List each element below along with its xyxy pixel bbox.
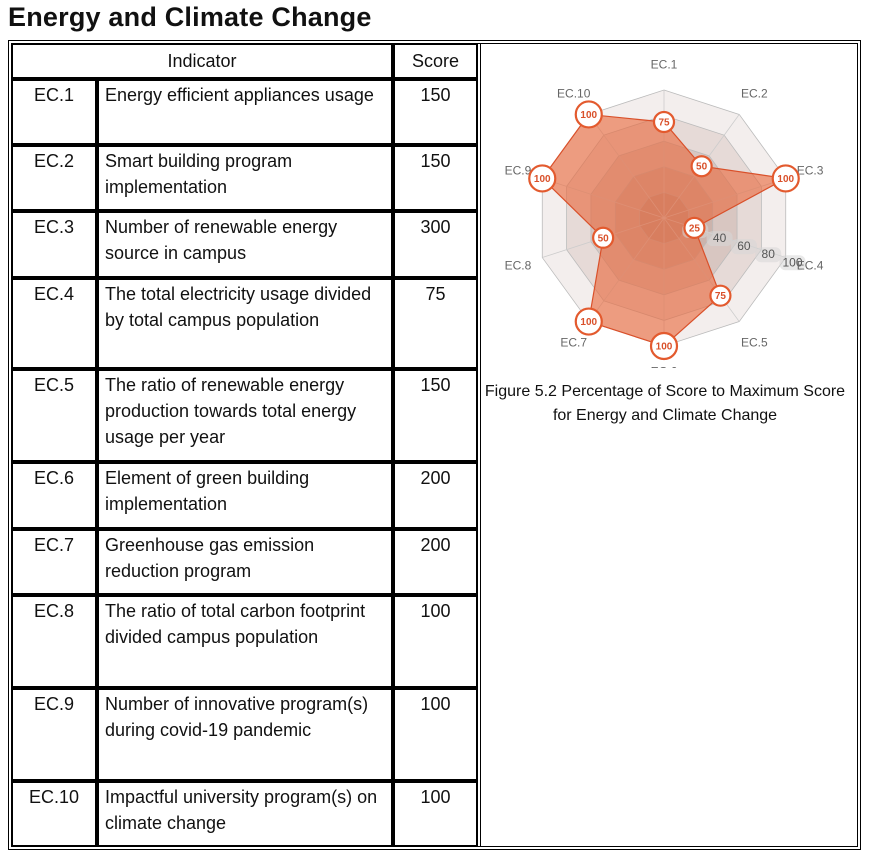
indicator-score-cell: 100 <box>393 595 478 688</box>
radar-data-label: 100 <box>580 110 597 121</box>
indicator-name-cell: Greenhouse gas emission reduction progra… <box>97 529 393 595</box>
radar-data-label: 100 <box>534 174 551 185</box>
table-header-row: Indicator Score <box>11 43 478 79</box>
indicator-score-cell: 300 <box>393 211 478 278</box>
radar-axis-label: EC.9 <box>505 164 532 178</box>
table-row: EC.7 Greenhouse gas emission reduction pr… <box>11 529 478 595</box>
indicator-code-cell: EC.9 <box>11 688 97 781</box>
table-row: EC.1 Energy efficient appliances usage 150 <box>11 79 478 145</box>
radar-data-point <box>574 100 603 129</box>
indicator-score-cell: 100 <box>393 688 478 781</box>
radar-axis-label: EC.8 <box>505 258 532 272</box>
table-row: EC.2 Smart building program implementatio… <box>11 145 478 211</box>
table-row: EC.10 Impactful university program(s) on … <box>11 781 478 847</box>
indicator-name-cell: Impactful university program(s) on clima… <box>97 781 393 847</box>
tick-label-bg <box>706 231 733 247</box>
indicator-name-cell: Element of green building implementation <box>97 462 393 529</box>
radar-axis-label: EC.1 <box>651 57 678 71</box>
radar-data-point <box>592 226 615 249</box>
indicator-name-cell: Number of innovative program(s) during c… <box>97 688 393 781</box>
radar-data-label: 75 <box>715 291 727 302</box>
radar-data-point <box>528 164 557 193</box>
indicator-score-cell: 200 <box>393 529 478 595</box>
radar-chart: 20406080100EC.1EC.2EC.3EC.4EC.5EC.6EC.7E… <box>505 57 824 368</box>
radar-axis-label: EC.4 <box>797 258 824 272</box>
table-row: EC.6 Element of green building implementa… <box>11 462 478 529</box>
content-frame: Indicator Score EC.1 Energy efficient app… <box>8 40 861 850</box>
indicator-name-cell: The ratio of total carbon footprint divi… <box>97 595 393 688</box>
indicator-code-cell: EC.5 <box>11 369 97 462</box>
indicator-code-cell: EC.2 <box>11 145 97 211</box>
radar-axis-label: EC.10 <box>557 87 591 101</box>
tick-label-bg <box>755 247 782 263</box>
radar-data-label: 100 <box>656 342 673 353</box>
page-title: Energy and Climate Change <box>8 2 372 32</box>
radar-data-label: 50 <box>696 162 708 173</box>
radar-tick-label: 80 <box>762 247 776 261</box>
table-row: EC.5 The ratio of renewable energy produc… <box>11 369 478 462</box>
figure-caption: Figure 5.2 Percentage of Score to Maximu… <box>484 383 846 424</box>
indicator-code-cell: EC.3 <box>11 211 97 278</box>
radar-data-label: 100 <box>777 174 794 185</box>
radar-data-label: 75 <box>658 118 670 129</box>
indicator-name-cell: The ratio of renewable energy production… <box>97 369 393 462</box>
tick-label-bg <box>779 255 806 271</box>
indicator-code-cell: EC.8 <box>11 595 97 688</box>
radar-data-label: 25 <box>689 223 701 234</box>
radar-axis-label: EC.5 <box>741 335 768 349</box>
radar-axis-label: EC.6 <box>651 365 678 368</box>
radar-data-point <box>709 284 732 307</box>
radar-data-point <box>574 307 603 336</box>
radar-axis-label: EC.7 <box>560 335 587 349</box>
indicator-name-cell: Smart building program implementation <box>97 145 393 211</box>
indicator-name-cell: Energy efficient appliances usage <box>97 79 393 145</box>
table-row: EC.3 Number of renewable energy source in… <box>11 211 478 278</box>
radar-axis-label: EC.2 <box>741 87 768 101</box>
radar-tick-label: 100 <box>782 255 802 269</box>
indicator-score-cell: 100 <box>393 781 478 847</box>
indicator-code-cell: EC.6 <box>11 462 97 529</box>
indicator-score-cell: 150 <box>393 79 478 145</box>
indicator-code-cell: EC.4 <box>11 278 97 369</box>
table-row: EC.4 The total electricity usage divided … <box>11 278 478 369</box>
indicator-score-cell: 150 <box>393 369 478 462</box>
radar-data-point <box>649 331 679 361</box>
column-divider <box>480 43 481 847</box>
score-header: Score <box>393 43 478 79</box>
radar-data-point <box>771 164 800 193</box>
table-row: EC.9 Number of innovative program(s) duri… <box>11 688 478 781</box>
indicator-score-cell: 75 <box>393 278 478 369</box>
indicator-header: Indicator <box>11 43 393 79</box>
indicator-name-cell: Number of renewable energy source in cam… <box>97 211 393 278</box>
tick-label-bg <box>730 239 757 255</box>
radar-data-point <box>652 110 676 134</box>
indicator-name-cell: The total electricity usage divided by t… <box>97 278 393 369</box>
table-row: EC.8 The ratio of total carbon footprint … <box>11 595 478 688</box>
indicator-score-cell: 200 <box>393 462 478 529</box>
indicator-code-cell: EC.1 <box>11 79 97 145</box>
indicator-table: Indicator Score EC.1 Energy efficient app… <box>11 43 478 847</box>
radar-axis-label: EC.3 <box>797 164 824 178</box>
indicator-code-cell: EC.7 <box>11 529 97 595</box>
radar-tick-label: 60 <box>737 239 751 253</box>
radar-data-label: 100 <box>580 317 597 328</box>
radar-data-label: 50 <box>598 233 610 244</box>
radar-data-point <box>683 216 706 239</box>
radar-tick-label: 40 <box>713 231 727 245</box>
indicator-score-cell: 150 <box>393 145 478 211</box>
indicator-code-cell: EC.10 <box>11 781 97 847</box>
radar-data-point <box>690 155 713 178</box>
